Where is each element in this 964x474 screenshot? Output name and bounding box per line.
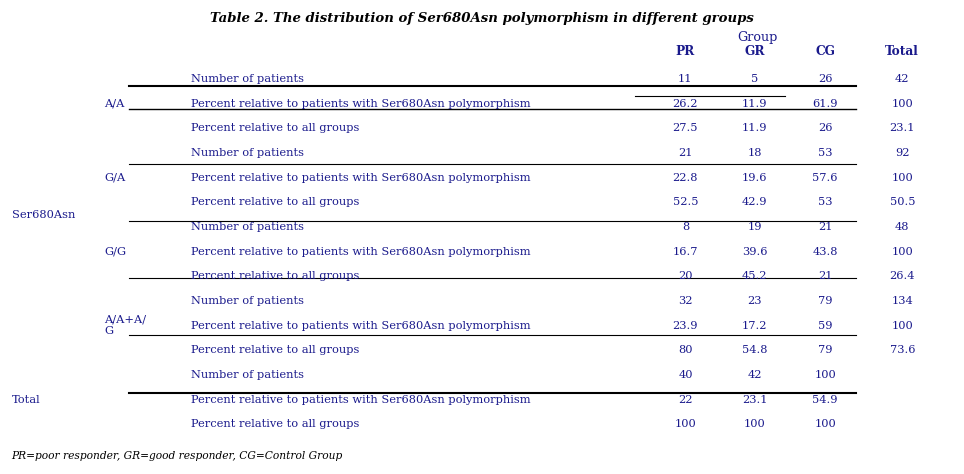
Text: 100: 100: [675, 419, 696, 429]
Text: Percent relative to patients with Ser680Asn polymorphism: Percent relative to patients with Ser680…: [191, 246, 530, 257]
Text: Number of patients: Number of patients: [191, 296, 304, 306]
Text: 57.6: 57.6: [813, 173, 838, 183]
Text: 26.2: 26.2: [673, 99, 698, 109]
Text: 26.4: 26.4: [890, 271, 915, 282]
Text: 8: 8: [682, 222, 689, 232]
Text: 19.6: 19.6: [742, 173, 767, 183]
Text: Percent relative to patients with Ser680Asn polymorphism: Percent relative to patients with Ser680…: [191, 394, 530, 405]
Text: 92: 92: [895, 148, 910, 158]
Text: 45.2: 45.2: [742, 271, 767, 282]
Text: 11.9: 11.9: [742, 99, 767, 109]
Text: PR: PR: [676, 45, 695, 58]
Text: 23.9: 23.9: [673, 320, 698, 331]
Text: 17.2: 17.2: [742, 320, 767, 331]
Text: 11.9: 11.9: [742, 123, 767, 134]
Text: 40: 40: [678, 370, 693, 380]
Text: 100: 100: [892, 173, 913, 183]
Text: 100: 100: [744, 419, 765, 429]
Text: 42.9: 42.9: [742, 197, 767, 208]
Text: 23.1: 23.1: [890, 123, 915, 134]
Text: 100: 100: [892, 246, 913, 257]
Text: Percent relative to patients with Ser680Asn polymorphism: Percent relative to patients with Ser680…: [191, 99, 530, 109]
Text: 48: 48: [895, 222, 910, 232]
Text: 53: 53: [817, 197, 833, 208]
Text: Total: Total: [885, 45, 920, 58]
Text: 23.1: 23.1: [742, 394, 767, 405]
Text: 26: 26: [817, 74, 833, 84]
Text: 52.5: 52.5: [673, 197, 698, 208]
Text: 16.7: 16.7: [673, 246, 698, 257]
Text: Percent relative to all groups: Percent relative to all groups: [191, 271, 360, 282]
Text: Number of patients: Number of patients: [191, 74, 304, 84]
Text: 73.6: 73.6: [890, 345, 915, 356]
Text: Percent relative to patients with Ser680Asn polymorphism: Percent relative to patients with Ser680…: [191, 173, 530, 183]
Text: 42: 42: [747, 370, 763, 380]
Text: 39.6: 39.6: [742, 246, 767, 257]
Text: 50.5: 50.5: [890, 197, 915, 208]
Text: 100: 100: [892, 320, 913, 331]
Text: Total: Total: [12, 394, 40, 405]
Text: 43.8: 43.8: [813, 246, 838, 257]
Text: 42: 42: [895, 74, 910, 84]
Text: 21: 21: [817, 271, 833, 282]
Text: CG: CG: [816, 45, 835, 58]
Text: G/A: G/A: [104, 173, 125, 183]
Text: Percent relative to all groups: Percent relative to all groups: [191, 123, 360, 134]
Text: 80: 80: [678, 345, 693, 356]
Text: 5: 5: [751, 74, 759, 84]
Text: 23: 23: [747, 296, 763, 306]
Text: 59: 59: [817, 320, 833, 331]
Text: 22: 22: [678, 394, 693, 405]
Text: 54.9: 54.9: [813, 394, 838, 405]
Text: 22.8: 22.8: [673, 173, 698, 183]
Text: Ser680Asn: Ser680Asn: [12, 210, 75, 220]
Text: Table 2. The distribution of Ser680Asn polymorphism in different groups: Table 2. The distribution of Ser680Asn p…: [210, 12, 754, 25]
Text: A/A+A/
G: A/A+A/ G: [104, 315, 147, 337]
Text: 100: 100: [815, 370, 836, 380]
Text: 100: 100: [815, 419, 836, 429]
Text: Number of patients: Number of patients: [191, 370, 304, 380]
Text: 21: 21: [678, 148, 693, 158]
Text: PR=poor responder, GR=good responder, CG=Control Group: PR=poor responder, GR=good responder, CG…: [12, 451, 343, 461]
Text: Percent relative to all groups: Percent relative to all groups: [191, 197, 360, 208]
Text: 11: 11: [678, 74, 693, 84]
Text: 27.5: 27.5: [673, 123, 698, 134]
Text: Number of patients: Number of patients: [191, 222, 304, 232]
Text: 32: 32: [678, 296, 693, 306]
Text: Percent relative to patients with Ser680Asn polymorphism: Percent relative to patients with Ser680…: [191, 320, 530, 331]
Text: Percent relative to all groups: Percent relative to all groups: [191, 345, 360, 356]
Text: 134: 134: [892, 296, 913, 306]
Text: 19: 19: [747, 222, 763, 232]
Text: 21: 21: [817, 222, 833, 232]
Text: Group: Group: [737, 31, 777, 44]
Text: 61.9: 61.9: [813, 99, 838, 109]
Text: 54.8: 54.8: [742, 345, 767, 356]
Text: A/A: A/A: [104, 99, 124, 109]
Text: G/G: G/G: [104, 246, 126, 257]
Text: Number of patients: Number of patients: [191, 148, 304, 158]
Text: GR: GR: [744, 45, 765, 58]
Text: 26: 26: [817, 123, 833, 134]
Text: 79: 79: [817, 296, 833, 306]
Text: 53: 53: [817, 148, 833, 158]
Text: 18: 18: [747, 148, 763, 158]
Text: 100: 100: [892, 99, 913, 109]
Text: 20: 20: [678, 271, 693, 282]
Text: 79: 79: [817, 345, 833, 356]
Text: Percent relative to all groups: Percent relative to all groups: [191, 419, 360, 429]
